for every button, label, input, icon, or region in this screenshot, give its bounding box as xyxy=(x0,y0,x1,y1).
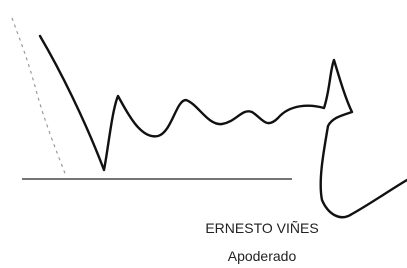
signature-faint-stroke xyxy=(12,18,66,176)
signature-stroke xyxy=(40,36,407,217)
page: ERNESTO VIÑES Apoderado (() => { const d… xyxy=(0,0,407,268)
signer-name: ERNESTO VIÑES xyxy=(172,220,352,236)
signer-role: Apoderado xyxy=(172,248,352,264)
